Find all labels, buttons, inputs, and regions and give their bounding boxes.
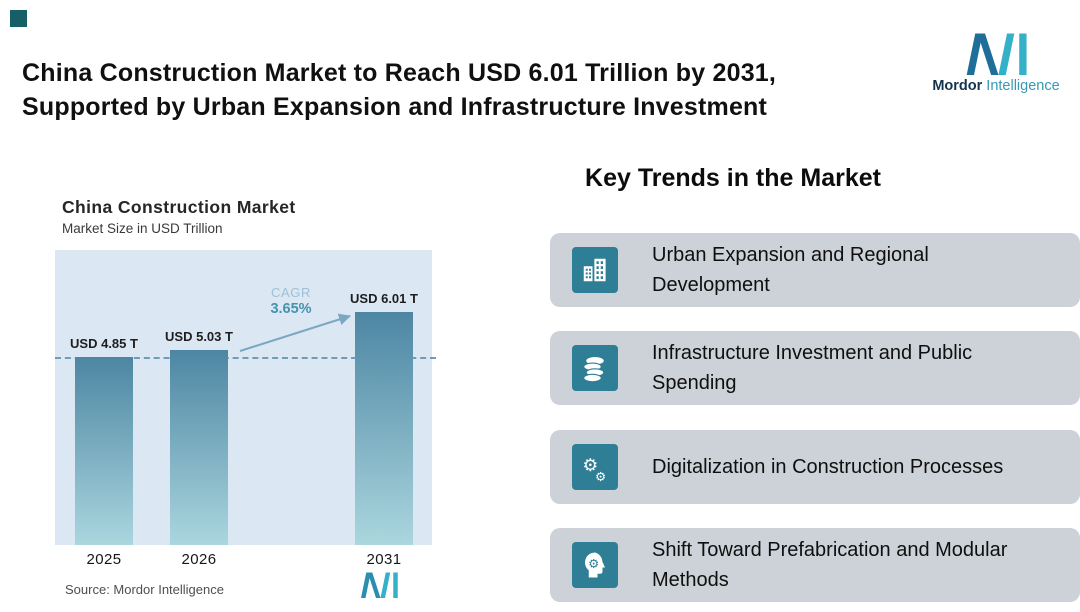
bar-2025: USD 4.85 T: [70, 336, 138, 545]
trend-card-prefabrication: ⚙ Shift Toward Prefabrication and Modula…: [550, 528, 1080, 602]
brand-name: Mordor Intelligence: [920, 78, 1072, 94]
mordor-mark-icon: [361, 572, 398, 598]
trend-text: Urban Expansion and Regional Development: [652, 244, 929, 296]
trend-card-urban-expansion: Urban Expansion and Regional Development: [550, 233, 1080, 307]
head-gear-icon: ⚙: [572, 542, 618, 588]
svg-text:⚙: ⚙: [588, 556, 599, 571]
chart-subtitle: Market Size in USD Trillion: [62, 221, 223, 236]
bar-2026: USD 5.03 T: [165, 329, 233, 545]
bar-value-label: USD 4.85 T: [70, 336, 138, 351]
x-axis-labels: 2025 2026 2031: [55, 551, 432, 571]
corner-accent-square: [10, 10, 27, 27]
brand-name-light: Intelligence: [986, 78, 1060, 94]
chart-mini-logo: [358, 571, 400, 603]
trends-heading: Key Trends in the Market: [585, 164, 881, 192]
buildings-icon: [572, 247, 618, 293]
trend-text: Infrastructure Investment and Public Spe…: [652, 342, 973, 394]
page-title: China Construction Market to Reach USD 6…: [22, 56, 776, 124]
gears-icon: ⚙ ⚙: [572, 444, 618, 490]
bar-2031: USD 6.01 T: [350, 291, 418, 545]
year-label-2026: 2026: [181, 551, 217, 568]
cagr-value: 3.65%: [270, 300, 312, 317]
svg-text:⚙: ⚙: [583, 456, 599, 476]
chart-title: China Construction Market: [62, 197, 296, 217]
year-label-2025: 2025: [86, 551, 122, 568]
cagr-annotation: CAGR 3.65%: [245, 285, 337, 318]
bar-value-label: USD 6.01 T: [350, 291, 418, 306]
trend-text: Shift Toward Prefabrication and Modular …: [652, 539, 1008, 591]
svg-text:⚙: ⚙: [595, 469, 606, 482]
page-title-line2: Supported by Urban Expansion and Infrast…: [22, 93, 768, 121]
brand-logo: Mordor Intelligence: [920, 31, 1072, 94]
chart-plot-area: USD 4.85 T USD 5.03 T USD 6.01 T: [55, 250, 436, 545]
trend-text: Digitalization in Construction Processes: [652, 456, 1004, 478]
brand-name-bold: Mordor: [932, 78, 983, 94]
chart-source: Source: Mordor Intelligence: [65, 582, 224, 597]
year-label-2031: 2031: [366, 551, 402, 568]
trend-card-digitalization: ⚙ ⚙ Digitalization in Construction Proce…: [550, 430, 1080, 504]
reference-line: [55, 357, 436, 359]
cagr-label: CAGR: [271, 285, 311, 300]
coins-icon: [572, 345, 618, 391]
trend-card-infrastructure-investment: Infrastructure Investment and Public Spe…: [550, 331, 1080, 405]
mordor-logo-icon: [966, 33, 1027, 75]
page-title-line1: China Construction Market to Reach USD 6…: [22, 59, 777, 87]
bar-value-label: USD 5.03 T: [165, 329, 233, 344]
